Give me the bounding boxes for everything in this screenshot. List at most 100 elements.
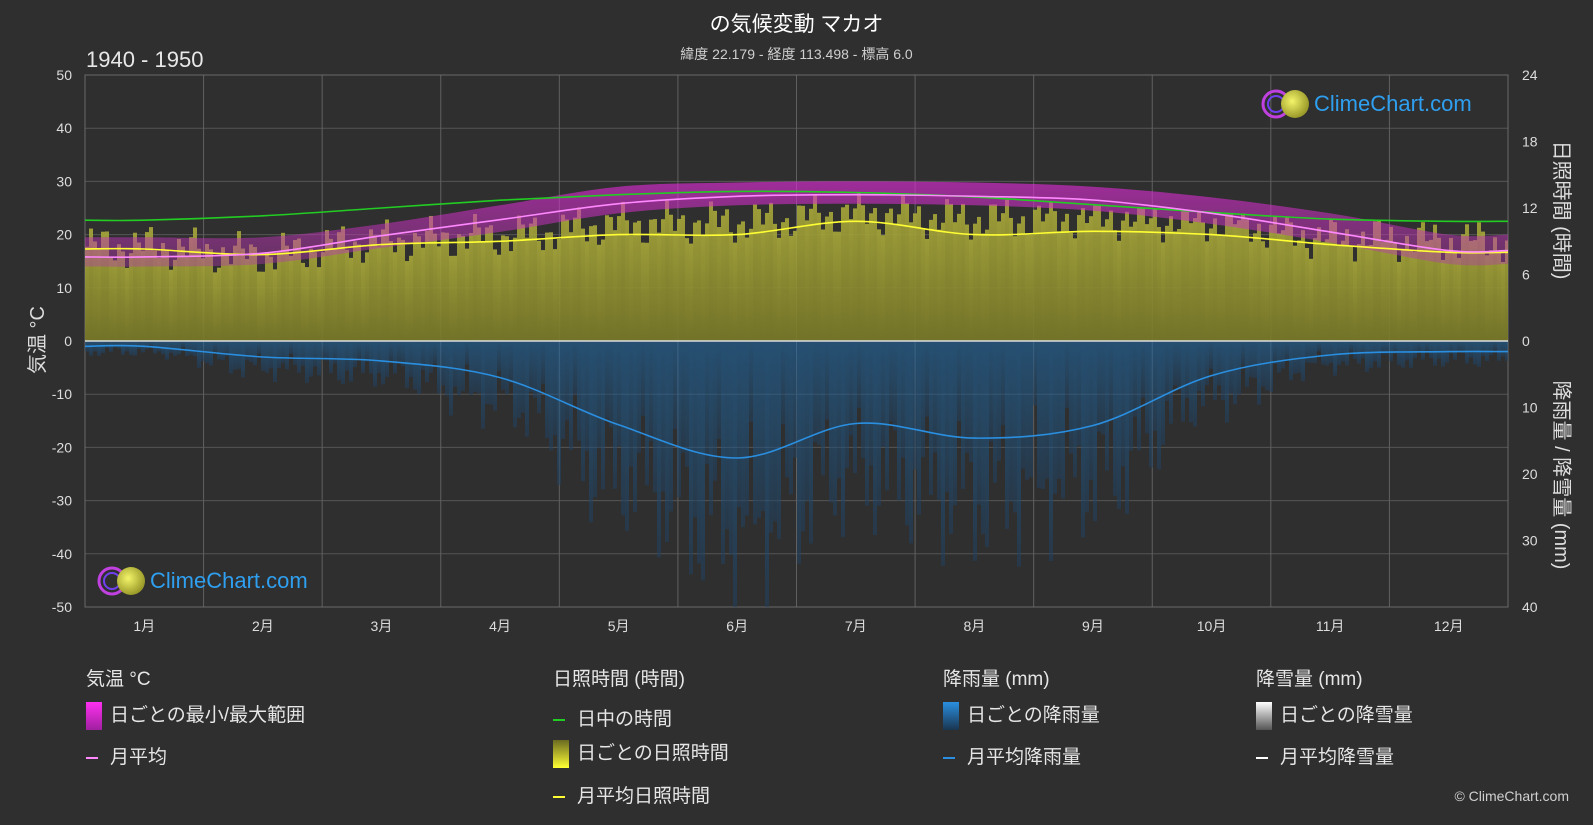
month-label: 3月 bbox=[371, 618, 393, 634]
sunshine-bar bbox=[1209, 228, 1213, 341]
rain-bar bbox=[297, 341, 301, 373]
sunshine-bar bbox=[1469, 240, 1473, 341]
sunshine-bar bbox=[381, 229, 385, 341]
sunshine-bar bbox=[833, 231, 837, 341]
sunshine-bar bbox=[809, 208, 813, 341]
sunshine-bar bbox=[365, 252, 369, 341]
sunshine-bar bbox=[997, 221, 1001, 341]
sunshine-bar bbox=[741, 221, 745, 341]
rain-bar bbox=[1421, 341, 1425, 360]
rain-bar bbox=[497, 341, 501, 372]
sunshine-bar bbox=[1101, 226, 1105, 341]
period-label: 1940 - 1950 bbox=[86, 47, 204, 72]
rain-bar bbox=[1437, 341, 1441, 359]
snow-swatch bbox=[1256, 701, 1272, 730]
sunshine-bar bbox=[697, 220, 701, 341]
sunshine-bar bbox=[641, 242, 645, 341]
sunshine-bar bbox=[1489, 250, 1493, 341]
sunshine-bar bbox=[1417, 227, 1421, 341]
rain-bar bbox=[1337, 341, 1341, 366]
rain-bar bbox=[281, 341, 285, 364]
rain-bar bbox=[437, 341, 441, 394]
rain-bar bbox=[1217, 341, 1221, 386]
sunshine-bar bbox=[85, 246, 89, 341]
rain-bar bbox=[945, 341, 949, 493]
rain-bar bbox=[661, 341, 665, 492]
sunshine-bar bbox=[1249, 241, 1253, 341]
right-tick-label: 18 bbox=[1522, 134, 1538, 150]
sunshine-bar bbox=[457, 234, 461, 341]
sunshine-bar bbox=[1277, 233, 1281, 341]
rain-bar bbox=[761, 341, 765, 512]
rain-bar bbox=[785, 341, 789, 478]
rain-bar bbox=[105, 341, 109, 348]
rain-bar bbox=[1069, 341, 1073, 454]
rain-bar bbox=[249, 341, 253, 363]
rain-bar bbox=[213, 341, 217, 353]
sunshine-bar bbox=[1369, 244, 1373, 341]
rain-bar bbox=[1273, 341, 1277, 364]
sunshine-bar bbox=[317, 267, 321, 341]
rain-bar bbox=[1289, 341, 1293, 381]
sunshine-bar bbox=[1189, 223, 1193, 341]
rain-bar bbox=[641, 341, 645, 416]
sunshine-bar bbox=[289, 255, 293, 341]
rain-bar bbox=[349, 341, 353, 382]
sunshine-bar bbox=[409, 255, 413, 341]
sunshine-bar bbox=[761, 224, 765, 341]
left-tick-label: -20 bbox=[52, 439, 72, 455]
rain-bar bbox=[973, 341, 977, 561]
rain-bar bbox=[685, 341, 689, 467]
logo-text: ClimeChart.com bbox=[1314, 91, 1472, 116]
sunshine-bar bbox=[845, 204, 849, 341]
rain-bar bbox=[1417, 341, 1421, 353]
left-tick-label: 0 bbox=[64, 333, 72, 349]
rain-bar bbox=[257, 341, 261, 355]
sunshine-bar bbox=[241, 248, 245, 341]
rain-bar bbox=[853, 341, 857, 474]
sunshine-bar bbox=[1117, 240, 1121, 341]
rain-bar bbox=[553, 341, 557, 436]
sunshine-bar bbox=[757, 209, 761, 341]
rain-bar bbox=[1413, 341, 1417, 359]
rain-bar bbox=[89, 341, 93, 356]
sunshine-bar bbox=[889, 208, 893, 341]
sunshine-bar bbox=[905, 203, 909, 341]
sunshine-bar bbox=[205, 243, 209, 341]
rain-bar bbox=[1001, 341, 1005, 426]
rain-bar bbox=[397, 341, 401, 363]
rain-bar bbox=[1265, 341, 1269, 391]
sunshine-bar bbox=[573, 217, 577, 341]
sunshine-bar bbox=[781, 222, 785, 341]
rain-bar bbox=[769, 341, 773, 533]
rain-bar bbox=[329, 341, 333, 373]
rain-bar bbox=[1457, 341, 1461, 353]
sunshine-bar bbox=[765, 212, 769, 341]
sunshine-bar bbox=[1225, 212, 1229, 341]
left-tick-label: 30 bbox=[56, 173, 72, 189]
sunshine-bar bbox=[165, 249, 169, 341]
rain-bar bbox=[1397, 341, 1401, 366]
rain-bar bbox=[345, 341, 349, 371]
rain-bar bbox=[1181, 341, 1185, 422]
rain-bar bbox=[693, 341, 697, 518]
rain-bar bbox=[1077, 341, 1081, 446]
rain-bar bbox=[293, 341, 297, 365]
rain-bar bbox=[433, 341, 437, 364]
sunshine-bar bbox=[485, 227, 489, 341]
climechart-logo-icon bbox=[97, 566, 145, 596]
rain-bar bbox=[129, 341, 133, 356]
rain-bar bbox=[1185, 341, 1189, 398]
sunshine-bar bbox=[793, 230, 797, 341]
sunshine-bar bbox=[921, 228, 925, 341]
temperature-mean-line bbox=[85, 193, 1508, 259]
legend-temp-range: 日ごとの最小/最大範囲 bbox=[86, 700, 305, 730]
sunshine-bar bbox=[1473, 240, 1477, 341]
rain-bar bbox=[857, 341, 861, 408]
sunshine-bar bbox=[293, 240, 297, 341]
sunshine-bar bbox=[201, 258, 205, 341]
sunshine-bar bbox=[125, 267, 129, 341]
sunshine-bar bbox=[1165, 225, 1169, 341]
sunshine-bar bbox=[121, 251, 125, 341]
legend-rain-daily: 日ごとの降雨量 bbox=[943, 700, 1100, 730]
